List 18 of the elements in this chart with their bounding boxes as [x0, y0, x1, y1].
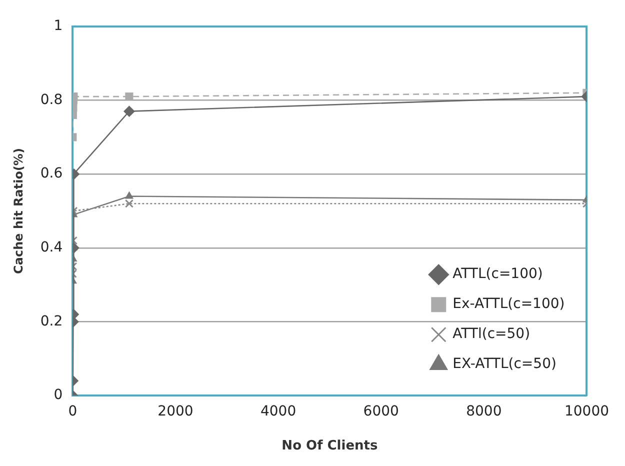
y-tick-label: 0.2 — [40, 313, 63, 330]
x-tick-label: 2000 — [158, 404, 194, 420]
x-tick-label: 10000 — [564, 404, 610, 420]
y-tick-label: 0.4 — [40, 240, 63, 256]
y-tick-label: 0.6 — [40, 166, 63, 182]
legend-label: EX-ATTL(c=50) — [452, 356, 556, 372]
legend-label: ATTl(c=50) — [452, 326, 530, 342]
x-tick-label: 4000 — [260, 404, 296, 420]
y-tick-label: 0.8 — [40, 92, 63, 108]
x-tick-label: 6000 — [363, 404, 399, 420]
y-tick-label: 1 — [54, 18, 63, 34]
y-tick-label: 0 — [54, 387, 63, 404]
legend-label: Ex-ATTL(c=100) — [452, 296, 565, 312]
x-axis-title: No Of Clients — [282, 438, 378, 454]
legend-label: ATTL(c=100) — [452, 266, 543, 282]
x-tick-label: 0 — [68, 404, 78, 420]
y-axis-title: Cache hit Ratio(%) — [11, 148, 26, 274]
x-tick-label: 8000 — [466, 404, 502, 420]
